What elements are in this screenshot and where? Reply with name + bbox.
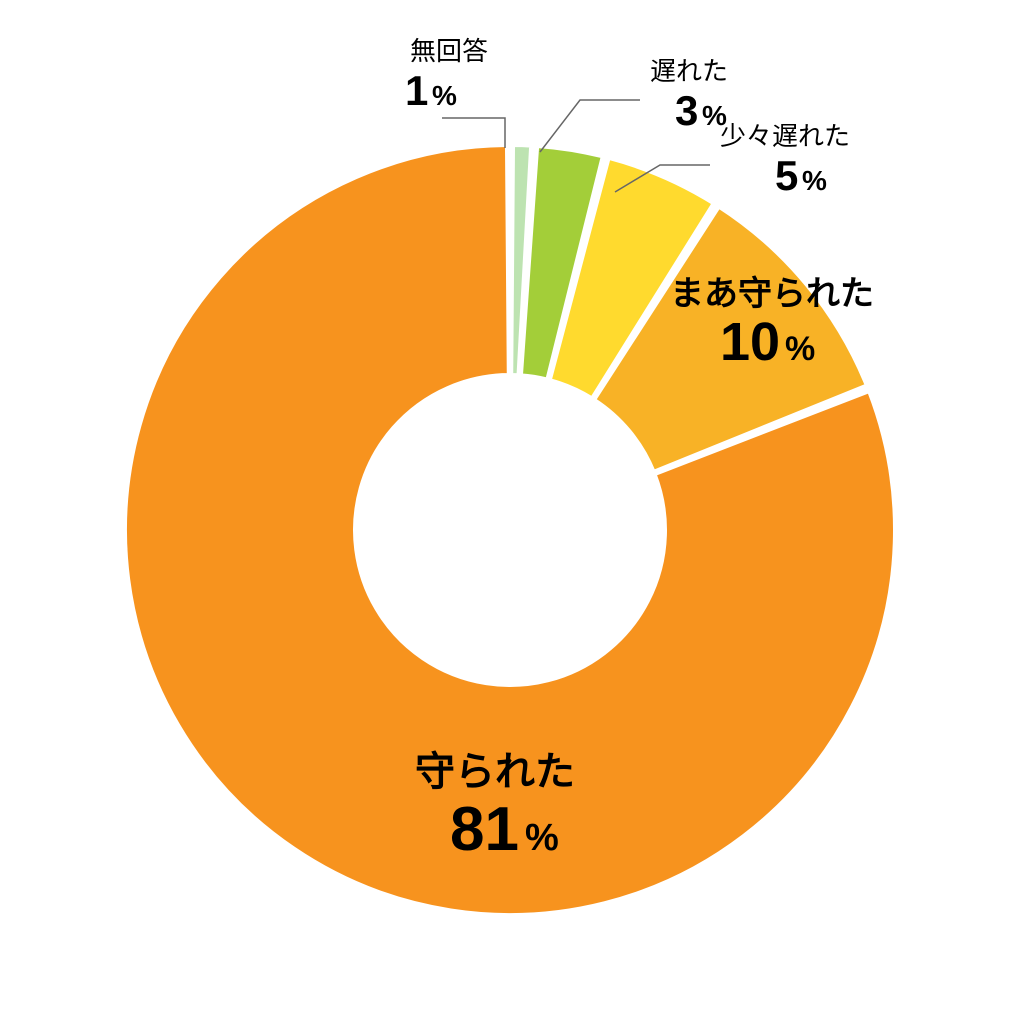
label-no_answer: 無回答 [410,36,488,66]
label-slightly_late: 少々遅れた [720,121,850,151]
donut-chart: 無回答1%遅れた3%少々遅れた5%まあ守られた10%守られた81% [0,0,1021,1020]
percent-sign-on_time: % [525,817,559,859]
percent-mostly_on_time: 10 [720,312,780,372]
percent-sign-slightly_late: % [802,165,827,196]
label-late: 遅れた [650,56,728,86]
percent-slightly_late: 5 [775,152,798,199]
label-on_time: 守られた [415,750,575,794]
percent-on_time: 81 [450,795,519,864]
leader-late [540,100,640,152]
percent-sign-mostly_on_time: % [785,330,815,368]
percent-sign-no_answer: % [432,80,457,111]
label-mostly_on_time: まあ守られた [670,275,874,313]
percent-late: 3 [675,87,698,134]
percent-no_answer: 1 [405,67,428,114]
